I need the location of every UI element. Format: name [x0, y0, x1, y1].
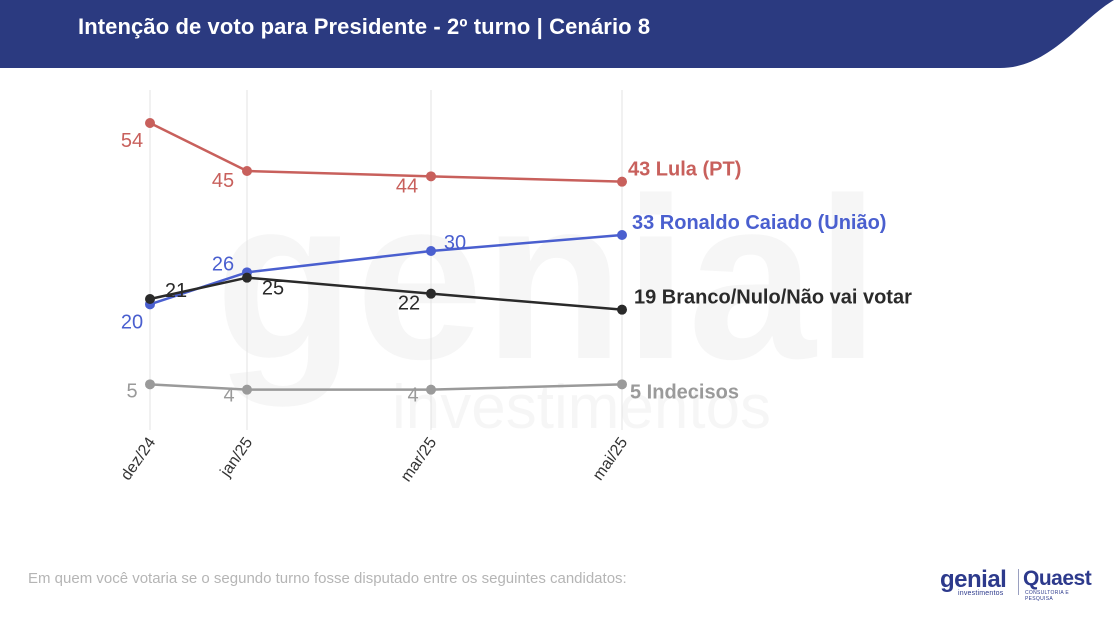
data-point-0-0: [145, 118, 155, 128]
data-label-0-2: 44: [396, 175, 418, 197]
data-label-0-1: 45: [212, 170, 234, 192]
logo-separator: [1018, 569, 1019, 595]
x-tick-label-2: mar/25: [398, 434, 441, 485]
data-point-0-3: [617, 176, 627, 187]
header-bar: Intenção de voto para Presidente - 2º tu…: [0, 0, 1114, 68]
data-point-2-3: [617, 304, 627, 315]
data-point-3-0: [145, 379, 155, 390]
data-point-2-1: [242, 272, 252, 283]
data-point-3-2: [426, 384, 436, 395]
genial-logo: genial: [940, 566, 1007, 593]
data-label-3-1: 4: [223, 385, 234, 407]
data-point-1-3: [617, 230, 627, 240]
series-end-label-1: 33 Ronaldo Caiado (União): [632, 212, 886, 234]
data-label-3-2: 4: [407, 385, 418, 407]
series-line-2: [149, 276, 623, 311]
data-point-0-2: [426, 171, 436, 182]
quaest-logo: Quaest: [1023, 567, 1092, 590]
page-title: Intenção de voto para Presidente - 2º tu…: [78, 14, 651, 39]
series-line-3: [149, 383, 623, 391]
data-point-2-2: [426, 288, 436, 299]
data-label-1-1: 26: [212, 253, 234, 275]
x-tick-label-0: dez/24: [118, 434, 160, 483]
series-end-label-0: 43 Lula (PT): [628, 159, 741, 181]
chart-series-lines: [145, 118, 627, 395]
x-tick-label-1: jan/25: [217, 434, 257, 480]
data-label-1-0: 20: [121, 311, 143, 333]
data-label-2-1: 25: [262, 278, 284, 300]
watermark-word: genial: [215, 150, 880, 407]
data-label-3-0: 5: [126, 380, 137, 402]
data-label-2-0: 21: [165, 280, 187, 302]
data-point-0-1: [242, 166, 252, 176]
data-point-2-0: [145, 294, 155, 304]
series-line-0: [149, 121, 623, 183]
x-axis-ticks: dez/24 jan/25 mar/25 mai/25: [118, 434, 632, 485]
data-point-3-3: [617, 379, 627, 390]
data-point-1-2: [426, 246, 436, 256]
data-label-2-2: 22: [398, 293, 420, 315]
data-point-3-1: [242, 384, 252, 395]
genial-logo-subtitle: investimentos: [958, 590, 1004, 597]
logos: genial investimentos Quaest CONSULTORIA …: [938, 566, 1098, 602]
series-end-label-3: 5 Indecisos: [630, 381, 739, 403]
series-end-label-2: 19 Branco/Nulo/Não vai votar: [634, 287, 912, 309]
chart-grid: [149, 90, 623, 430]
header-background: [0, 0, 1114, 68]
data-label-0-0: 54: [121, 130, 143, 152]
chart-footnote: Em quem você votaria se o segundo turno …: [28, 570, 627, 587]
quaest-logo-subtitle: CONSULTORIA E PESQUISA: [1025, 590, 1070, 602]
data-label-1-2: 30: [444, 232, 466, 254]
